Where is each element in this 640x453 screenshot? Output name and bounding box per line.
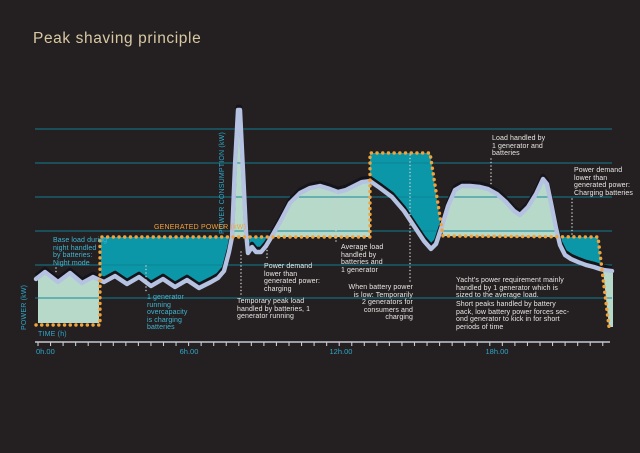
- x-tick-label: 18h.00: [486, 347, 509, 356]
- page-title: Peak shaving principle: [33, 30, 202, 47]
- annotation-yacht-power: Yacht's power requirement mainly handled…: [456, 277, 564, 300]
- annotation-power-demand-charging: Power demand lower than generated power:…: [264, 263, 321, 293]
- x-tick-label: 0h.00: [36, 347, 55, 356]
- fill-midday-battery: [272, 181, 370, 237]
- fill-afternoon-battery: [442, 179, 558, 237]
- annotation-temporary-peak: Temporary peak load handled by batteries…: [237, 298, 311, 321]
- annotation-load-handled: Load handled by 1 generator and batterie…: [492, 135, 546, 158]
- annotation-base-load: Base load during night handled by batter…: [53, 237, 108, 267]
- annotation-power-demand-batteries: Power demand lower than generated power:…: [574, 167, 633, 197]
- annotation-when-battery-low: When battery power is low: Temporarily 2…: [348, 284, 413, 322]
- generated-power-label: GENERATED POWER (kW): [154, 224, 247, 231]
- annotation-short-peaks: Short peaks handled by battery pack, low…: [456, 301, 570, 331]
- x-tick-label: 6h.00: [180, 347, 199, 356]
- power-consumption-curve: [33, 107, 615, 291]
- y-axis-label-power: POWER (kW): [21, 284, 28, 330]
- annotation-one-generator-overcapacity: 1 generator running overcapacity is char…: [147, 294, 188, 332]
- x-axis-label-time: TIME (h): [38, 331, 67, 338]
- fill-two-generators-charging: [370, 153, 441, 249]
- generated-power-dotted-line: [34, 151, 611, 329]
- power-consumption-label: POWER CONSUMPTION (kW): [219, 131, 226, 234]
- annotation-average-load: Average load handled by batteries and 1 …: [341, 244, 384, 274]
- x-tick-label: 12h.00: [330, 347, 353, 356]
